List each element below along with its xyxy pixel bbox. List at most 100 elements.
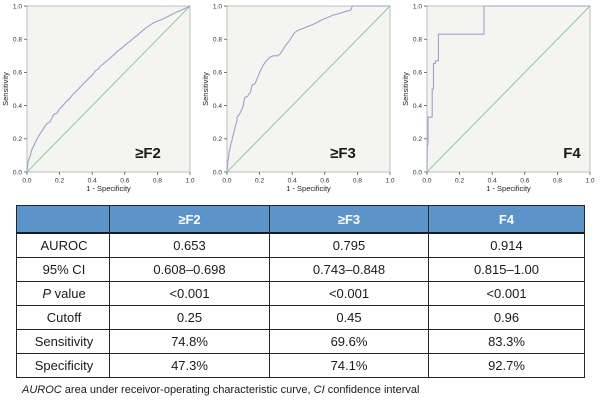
roc-curve xyxy=(426,5,590,173)
roc-plot-f2: 0.0 0.2 0.4 0.6 0.8 1.0 0.0 0.2 0.4 0.6 0.8 1.0 1 - … xyxy=(0,0,200,198)
roc-chart-f3: 0.0 0.2 0.4 0.6 0.8 1.0 0.0 0.2 0.4 0.6 0.8 1.0 1 - … xyxy=(201,3,395,193)
row-label-text: Specificity xyxy=(34,358,94,373)
roc-curve xyxy=(26,5,191,173)
row-label-text: Sensitivity xyxy=(34,334,94,349)
table-cell: 0.96 xyxy=(428,305,585,330)
roc-plots: 0.0 0.2 0.4 0.6 0.8 1.0 0.0 0.2 0.4 0.6 0.8 1.0 1 - … xyxy=(0,0,600,198)
y-axis-tick-label: 0.0 xyxy=(413,169,422,176)
table-row: Cutoff 0.25 0.45 0.96 xyxy=(16,305,585,330)
table-cell: 0.743–0.848 xyxy=(269,257,429,282)
table-cell: 0.815–1.00 xyxy=(428,257,585,282)
x-axis-tick-label: 0.4 xyxy=(488,178,497,185)
row-label-text: P xyxy=(42,286,51,301)
x-axis-tick-label: 0.8 xyxy=(153,178,162,185)
column-header: ≥F2 xyxy=(109,205,270,234)
table-header: ≥F2 ≥F3 F4 xyxy=(16,205,585,234)
table-cell: 69.6% xyxy=(269,329,429,354)
reference-diagonal-line xyxy=(26,5,191,173)
row-label: Sensitivity xyxy=(16,329,110,354)
x-axis-tick-label: 0.6 xyxy=(320,178,329,185)
column-header: F4 xyxy=(428,205,585,234)
row-label-text: 95% CI xyxy=(42,262,86,277)
x-axis-tick-label: 0.8 xyxy=(353,178,362,185)
reference-diagonal-line xyxy=(426,5,591,173)
x-axis-tick-label: 0.6 xyxy=(120,178,129,185)
y-axis-tick-label: 0.0 xyxy=(13,169,22,176)
table-cell: 92.7% xyxy=(428,353,585,378)
y-axis-tick-label: 0.4 xyxy=(213,103,222,110)
table-body: AUROC 0.653 0.795 0.914 95% CI 0.608–0.698 0.7… xyxy=(16,232,585,378)
roc-plot-f4: 0.0 0.2 0.4 0.6 0.8 1.0 0.0 0.2 0.4 0.6 0.8 1.0 1 - … xyxy=(400,0,600,198)
x-axis-tick-label: 0.0 xyxy=(422,178,431,185)
y-axis-label: Sensitivity xyxy=(1,72,10,106)
row-label-text: AUROC xyxy=(40,238,88,253)
row-label: Specificity xyxy=(16,353,110,378)
table-cell: <0.001 xyxy=(428,281,585,306)
y-axis-tick-label: 1.0 xyxy=(13,3,22,10)
x-axis-tick-label: 1.0 xyxy=(585,178,594,185)
x-axis-tick-label: 0.2 xyxy=(255,178,264,185)
footnote-text: area under receivor-operating characteri… xyxy=(61,384,314,396)
y-axis-tick-label: 0.4 xyxy=(13,103,22,110)
y-axis-tick-label: 0.8 xyxy=(413,37,422,44)
table-cell: 74.1% xyxy=(269,353,429,378)
roc-curve xyxy=(226,5,390,173)
table-row: AUROC 0.653 0.795 0.914 xyxy=(16,232,585,258)
table-cell: 0.25 xyxy=(109,305,270,330)
reference-diagonal-line xyxy=(226,5,391,173)
row-label-text: value xyxy=(50,286,86,301)
y-axis-tick-label: 1.0 xyxy=(413,3,422,10)
table-cell: <0.001 xyxy=(109,281,270,306)
plot-stage-label: ≥F2 xyxy=(135,145,161,162)
y-axis-tick-label: 0.8 xyxy=(213,37,222,44)
table-cell: 74.8% xyxy=(109,329,270,354)
results-table-wrap: ≥F2 ≥F3 F4 AUROC 0.653 0.795 0.914 95% CI 0.608… xyxy=(16,205,600,378)
x-axis-tick-label: 0.2 xyxy=(455,178,464,185)
y-axis-tick-label: 0.6 xyxy=(13,70,22,77)
y-axis-tick-label: 0.2 xyxy=(13,136,22,143)
y-axis-tick-label: 0.6 xyxy=(413,70,422,77)
column-header: ≥F3 xyxy=(269,205,429,234)
row-label-text: Cutoff xyxy=(46,310,82,325)
plot-stage-label: F4 xyxy=(563,145,581,162)
x-axis-tick-label: 0.0 xyxy=(222,178,231,185)
x-axis-label: 1 - Specificity xyxy=(486,184,531,193)
y-axis-tick-label: 0.6 xyxy=(213,70,222,77)
roc-chart-f2: 0.0 0.2 0.4 0.6 0.8 1.0 0.0 0.2 0.4 0.6 0.8 1.0 1 - … xyxy=(1,3,195,193)
x-axis-tick-label: 0.4 xyxy=(88,178,97,185)
row-label: 95% CI xyxy=(16,257,110,282)
table-cell: 47.3% xyxy=(109,353,270,378)
row-label: P value xyxy=(16,281,110,306)
roc-plot-f3: 0.0 0.2 0.4 0.6 0.8 1.0 0.0 0.2 0.4 0.6 0.8 1.0 1 - … xyxy=(200,0,400,198)
corner-cell xyxy=(16,205,110,234)
table-cell: 0.45 xyxy=(269,305,429,330)
footnote-text: CI xyxy=(313,384,325,396)
footnote-text: confidence interval xyxy=(324,384,420,396)
y-axis-tick-label: 0.8 xyxy=(13,37,22,44)
plot-stage-label: ≥F3 xyxy=(330,145,356,162)
table-cell: 0.608–0.698 xyxy=(109,257,270,282)
x-axis-tick-label: 1.0 xyxy=(185,178,194,185)
x-axis-label: 1 - Specificity xyxy=(86,184,131,193)
table-row: 95% CI 0.608–0.698 0.743–0.848 0.815–1.00 xyxy=(16,257,585,282)
y-axis-label: Sensitivity xyxy=(201,72,210,106)
x-axis-tick-label: 0.8 xyxy=(553,178,562,185)
y-axis-tick-label: 1.0 xyxy=(213,3,222,10)
x-axis-tick-label: 0.0 xyxy=(22,178,31,185)
table-row: Specificity 47.3% 74.1% 92.7% xyxy=(16,353,585,378)
abbreviation-footnote: AUROC area under receivor-operating char… xyxy=(22,384,600,396)
footnote-text: AUROC xyxy=(22,384,62,396)
y-axis-tick-label: 0.2 xyxy=(213,136,222,143)
table-cell: 0.653 xyxy=(109,232,270,258)
y-axis-tick-label: 0.2 xyxy=(413,136,422,143)
table-row: P value <0.001 <0.001 <0.001 xyxy=(16,281,585,306)
y-axis-tick-label: 0.4 xyxy=(413,103,422,110)
table-cell: <0.001 xyxy=(269,281,429,306)
table-cell: 83.3% xyxy=(428,329,585,354)
roc-chart-f4: 0.0 0.2 0.4 0.6 0.8 1.0 0.0 0.2 0.4 0.6 0.8 1.0 1 - … xyxy=(401,3,595,193)
x-axis-tick-label: 1.0 xyxy=(385,178,394,185)
row-label: AUROC xyxy=(16,232,110,258)
table-header-row: ≥F2 ≥F3 F4 xyxy=(16,205,585,234)
x-axis-tick-label: 0.6 xyxy=(520,178,529,185)
